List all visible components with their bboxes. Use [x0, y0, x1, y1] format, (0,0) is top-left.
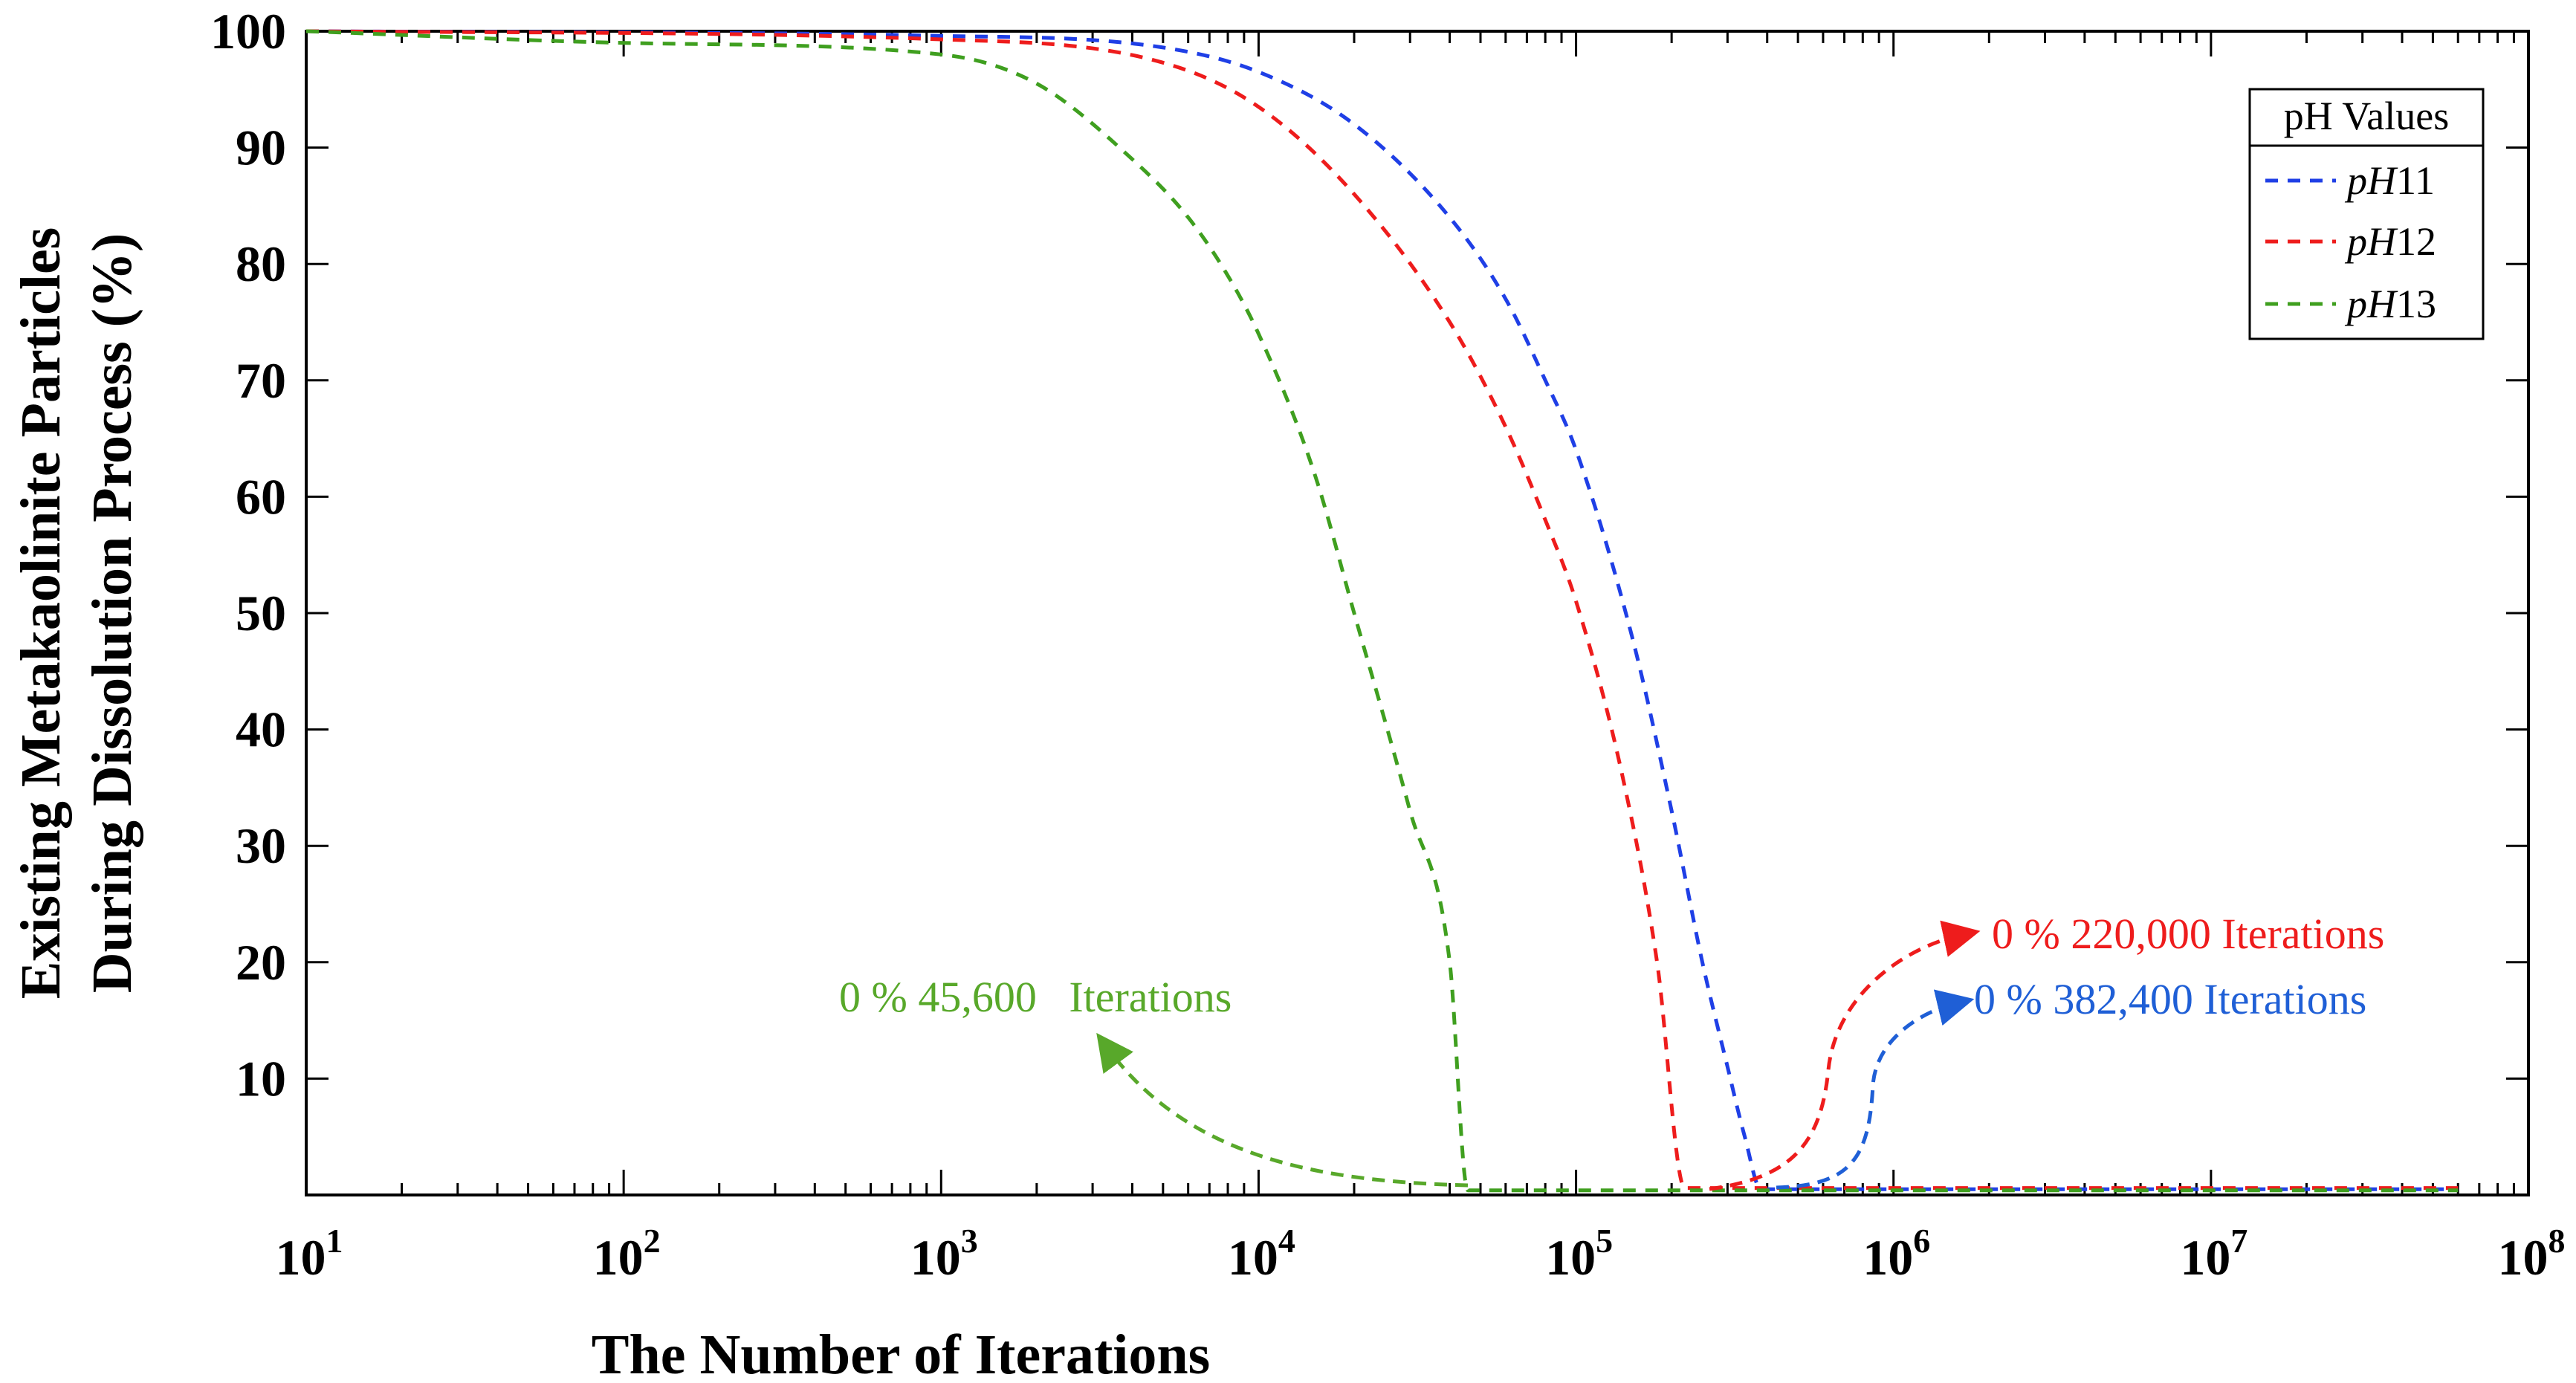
x-tick-label-exp: 3	[961, 1222, 978, 1260]
y-axis-ticks	[306, 30, 2528, 1080]
y-tick-label-10: 10	[236, 1050, 286, 1107]
annotation-ph13: 0 % 45,600 Iterations	[839, 973, 1232, 1021]
x-tick-label-exp: 8	[2549, 1222, 2566, 1260]
series-line-ph13	[305, 29, 2459, 1193]
legend: pH Values pH11 pH12 pH13	[2248, 88, 2485, 340]
annotation-arrow-ph12	[1709, 920, 1981, 1191]
x-tick-label-base: 10	[593, 1229, 644, 1286]
x-tick-label-7: 107	[2180, 1222, 2247, 1286]
y-axis-title: Existing Metakaolinite Particles During …	[10, 227, 143, 1000]
x-tick-label-base: 10	[2180, 1229, 2230, 1286]
annotation-ph11: 0 % 382,400 Iterations	[1974, 975, 2366, 1023]
annotation-ph12: 0 % 220,000 Iterations	[1992, 910, 2384, 958]
y-axis-tick-labels: 10 20 30 40 50 60 70 80 90 100	[210, 3, 286, 1107]
x-tick-label-2: 102	[593, 1222, 661, 1286]
annotation-arrow-ph13	[1096, 1032, 1469, 1188]
x-tick-label-base: 10	[2498, 1229, 2549, 1286]
y-tick-label-60: 60	[236, 468, 286, 525]
legend-label-ph13: pH13	[2344, 282, 2436, 326]
x-tick-label-4: 104	[1228, 1222, 1295, 1286]
x-tick-label-exp: 6	[1913, 1222, 1930, 1260]
x-tick-label-exp: 7	[2230, 1222, 2247, 1260]
annotation-arrow-ph11	[1776, 989, 1975, 1190]
x-tick-label-8: 108	[2498, 1222, 2566, 1286]
y-tick-label-90: 90	[236, 120, 286, 176]
series-line-ph12	[305, 29, 2459, 1191]
legend-box	[2248, 88, 2485, 340]
x-tick-label-exp: 1	[326, 1222, 343, 1260]
legend-label-ph11: pH11	[2344, 158, 2435, 203]
x-tick-label-1: 101	[276, 1222, 343, 1286]
x-axis-title: The Number of Iterations	[592, 1324, 1210, 1383]
series-layer	[305, 29, 2459, 1193]
x-tick-label-base: 10	[1545, 1229, 1596, 1286]
x-tick-label-exp: 4	[1278, 1222, 1295, 1260]
x-axis-tick-labels: 101 102 103 104 105 106 107 108	[276, 1222, 2566, 1286]
y-tick-label-40: 40	[236, 702, 286, 758]
x-tick-label-base: 10	[910, 1229, 961, 1286]
x-tick-label-6: 106	[1863, 1222, 1930, 1286]
x-tick-label-exp: 5	[1596, 1222, 1613, 1260]
x-tick-label-base: 10	[1228, 1229, 1278, 1286]
x-tick-label-base: 10	[276, 1229, 326, 1286]
x-tick-label-exp: 2	[644, 1222, 661, 1260]
y-tick-label-70: 70	[236, 352, 286, 409]
y-axis-title-line-2: During Dissolution Process (%)	[81, 233, 143, 994]
y-tick-label-20: 20	[236, 934, 286, 991]
x-tick-label-3: 103	[910, 1222, 978, 1286]
legend-label-ph12: pH12	[2344, 219, 2436, 264]
x-tick-label-5: 105	[1545, 1222, 1613, 1286]
y-tick-label-80: 80	[236, 236, 286, 292]
y-tick-label-30: 30	[236, 817, 286, 874]
legend-title: pH Values	[2284, 94, 2450, 138]
y-tick-label-50: 50	[236, 585, 286, 641]
y-axis-title-line-1: Existing Metakaolinite Particles	[10, 227, 72, 1000]
x-tick-label-base: 10	[1863, 1229, 1913, 1286]
y-tick-label-100: 100	[210, 3, 286, 59]
